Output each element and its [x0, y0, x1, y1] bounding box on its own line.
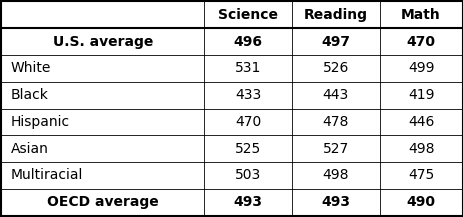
Text: 493: 493	[233, 195, 262, 209]
Text: White: White	[11, 61, 51, 75]
Text: 497: 497	[320, 35, 350, 49]
Text: 446: 446	[407, 115, 433, 129]
Text: 527: 527	[322, 142, 348, 156]
Text: Multiracial: Multiracial	[11, 168, 83, 182]
Text: Hispanic: Hispanic	[11, 115, 69, 129]
Text: U.S. average: U.S. average	[53, 35, 153, 49]
Text: 475: 475	[407, 168, 433, 182]
Text: 478: 478	[322, 115, 348, 129]
Text: OECD average: OECD average	[47, 195, 158, 209]
Text: 525: 525	[235, 142, 261, 156]
Text: 531: 531	[234, 61, 261, 75]
Text: 493: 493	[320, 195, 350, 209]
Text: Reading: Reading	[303, 8, 367, 22]
Text: Science: Science	[218, 8, 277, 22]
Text: 496: 496	[233, 35, 262, 49]
Text: 499: 499	[407, 61, 433, 75]
Text: Asian: Asian	[11, 142, 49, 156]
Text: 526: 526	[322, 61, 348, 75]
Text: Math: Math	[400, 8, 440, 22]
Text: 490: 490	[406, 195, 435, 209]
Text: 433: 433	[235, 88, 261, 102]
Text: 498: 498	[322, 168, 348, 182]
Text: 503: 503	[235, 168, 261, 182]
Text: Black: Black	[11, 88, 49, 102]
Text: 498: 498	[407, 142, 433, 156]
Text: 419: 419	[407, 88, 433, 102]
Text: 443: 443	[322, 88, 348, 102]
Text: 470: 470	[235, 115, 261, 129]
Text: 470: 470	[406, 35, 435, 49]
